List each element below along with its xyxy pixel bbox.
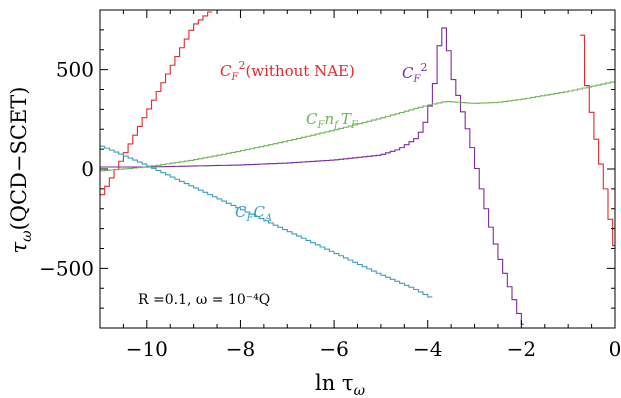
x-axis-label: ln τω (315, 371, 366, 398)
series-label-cfnftf: CFnf TF (306, 110, 359, 131)
parameter-note: R =0.1, ω = 10⁻⁴Q (138, 292, 270, 308)
series-cfca (100, 145, 433, 298)
series-label-cf2-without-nae: CF2(without NAE) (220, 59, 355, 83)
series-cfnftf (100, 81, 615, 172)
series-label-cf2: CF2 (402, 61, 427, 85)
x-tick-label: −10 (126, 337, 168, 361)
y-axis-label: τω(QCD−SCET) (7, 87, 35, 254)
plot-frame (99, 9, 616, 329)
series-label-cfca: CFCA (235, 203, 272, 224)
series-cf2 (100, 27, 524, 325)
x-tick-label: 0 (609, 337, 621, 361)
ticks-layer: −10 −8 −6 −4 −2 0 −500 0 500 (39, 9, 621, 361)
series-cf2-without-nae (100, 11, 213, 196)
y-tick-label: 500 (56, 58, 94, 82)
x-tick-label: −6 (319, 337, 348, 361)
y-tick-label: −500 (39, 256, 94, 280)
x-tick-label: −2 (507, 337, 536, 361)
series-cf2-without-nae-right (579, 34, 615, 247)
x-tick-label: −4 (413, 337, 442, 361)
y-tick-label: 0 (81, 157, 94, 181)
x-tick-label: −8 (226, 337, 255, 361)
series-layer (100, 11, 615, 325)
